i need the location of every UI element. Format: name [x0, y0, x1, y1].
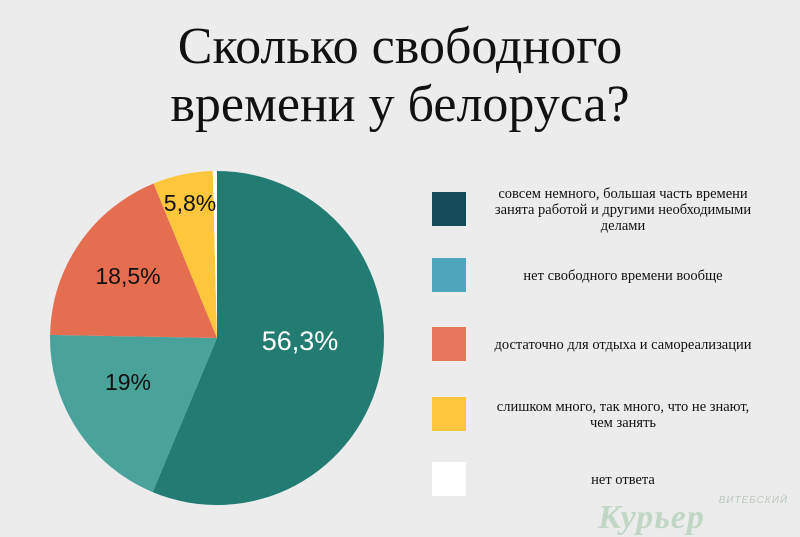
pie-slice-3 [50, 183, 217, 338]
chart-title-line-2: времени у белоруса? [170, 76, 630, 133]
chart-title: Сколько свободного времени у белоруса? [0, 18, 800, 134]
slice-label-4: 5,8% [164, 190, 216, 216]
watermark-logo: ВИТЕБСКИЙ Курьер [568, 495, 800, 537]
pie-slice-2 [50, 334, 217, 493]
slice-label-3: 18,5% [95, 263, 160, 289]
watermark-main-text: Курьер [598, 499, 705, 536]
slice-label-2: 19% [105, 369, 151, 395]
pie-slice-5 [212, 170, 217, 338]
pie-slice-1 [152, 171, 384, 505]
slice-label-1: 56,3% [262, 326, 339, 356]
watermark-top-text: ВИТЕБСКИЙ [718, 495, 788, 506]
pie-slice-4 [153, 171, 217, 338]
chart-title-line-1: Сколько свободного [177, 18, 623, 75]
